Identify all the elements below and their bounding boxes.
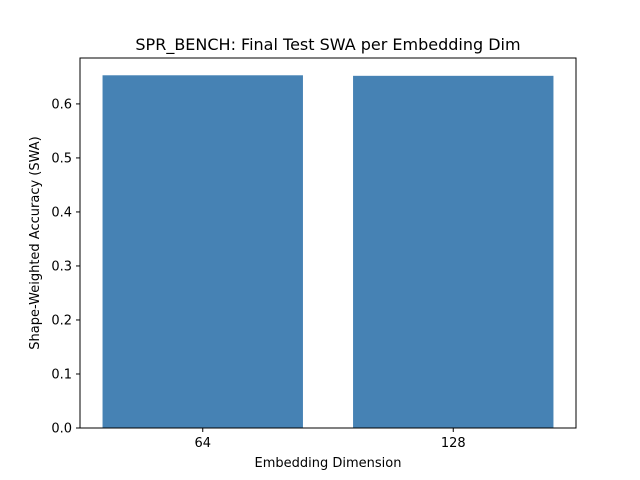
y-tick-label: 0.5 — [51, 151, 72, 166]
y-axis-ticks: 0.0 0.1 0.2 0.3 0.4 0.5 0.6 — [51, 97, 80, 437]
y-tick-label: 0.6 — [51, 97, 72, 112]
x-axis-ticks: 64 128 — [194, 428, 466, 451]
y-tick-label: 0.0 — [51, 422, 72, 437]
x-tick-label: 64 — [194, 436, 211, 451]
x-tick-label: 128 — [441, 436, 466, 451]
bar-64 — [102, 75, 303, 428]
y-tick-label: 0.1 — [51, 367, 72, 382]
bars-group — [102, 75, 554, 428]
chart-title: SPR_BENCH: Final Test SWA per Embedding … — [135, 35, 520, 55]
y-tick-label: 0.4 — [51, 205, 72, 220]
y-tick-label: 0.3 — [51, 259, 72, 274]
y-tick-label: 0.2 — [51, 313, 72, 328]
y-axis-label: Shape-Weighted Accuracy (SWA) — [28, 136, 43, 349]
bar-128 — [353, 75, 554, 428]
x-axis-label: Embedding Dimension — [255, 456, 402, 471]
plot-frame — [79, 57, 577, 429]
